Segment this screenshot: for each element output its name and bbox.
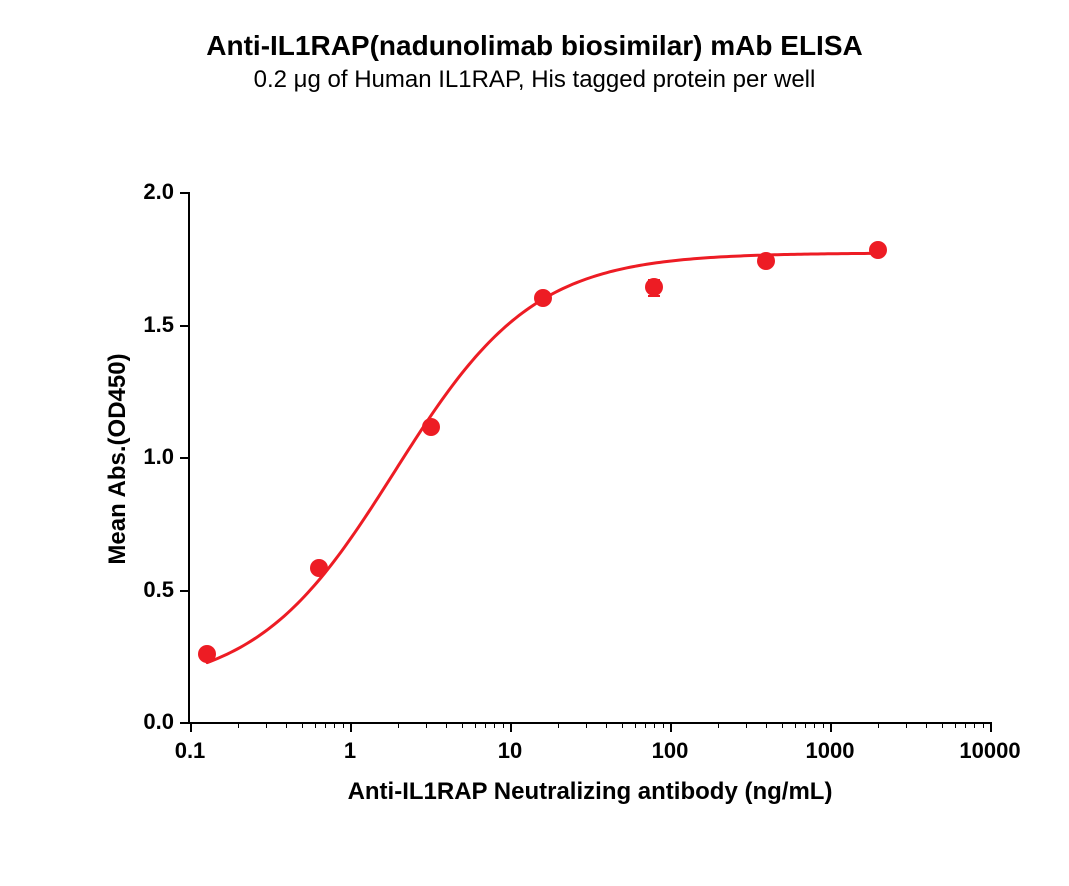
x-tick-label: 10 xyxy=(498,738,522,764)
x-minor-tick xyxy=(746,722,747,728)
x-minor-tick xyxy=(462,722,463,728)
x-axis-line xyxy=(190,722,990,724)
x-tick-label: 0.1 xyxy=(175,738,206,764)
x-minor-tick xyxy=(814,722,815,728)
data-point xyxy=(310,559,328,577)
x-minor-tick xyxy=(878,722,879,728)
x-tick xyxy=(190,722,192,732)
y-tick-label: 0.0 xyxy=(130,709,174,735)
x-minor-tick xyxy=(494,722,495,728)
data-point xyxy=(534,289,552,307)
x-minor-tick xyxy=(983,722,984,728)
x-minor-tick xyxy=(955,722,956,728)
y-tick-label: 2.0 xyxy=(130,179,174,205)
y-tick xyxy=(180,590,190,592)
title-block: Anti-IL1RAP(nadunolimab biosimilar) mAb … xyxy=(0,30,1069,94)
x-minor-tick xyxy=(558,722,559,728)
x-tick xyxy=(990,722,992,732)
x-minor-tick xyxy=(645,722,646,728)
x-minor-tick xyxy=(503,722,504,728)
data-point xyxy=(198,645,216,663)
x-minor-tick xyxy=(238,722,239,728)
x-minor-tick xyxy=(663,722,664,728)
x-minor-tick xyxy=(426,722,427,728)
data-point xyxy=(645,278,663,296)
x-tick xyxy=(350,722,352,732)
y-tick-label: 0.5 xyxy=(130,577,174,603)
data-point xyxy=(422,418,440,436)
x-tick-label: 100 xyxy=(652,738,689,764)
x-minor-tick xyxy=(654,722,655,728)
x-minor-tick xyxy=(398,722,399,728)
x-minor-tick xyxy=(334,722,335,728)
x-minor-tick xyxy=(782,722,783,728)
y-tick xyxy=(180,457,190,459)
x-minor-tick xyxy=(302,722,303,728)
x-minor-tick xyxy=(635,722,636,728)
chart-title-sub: 0.2 μg of Human IL1RAP, His tagged prote… xyxy=(0,66,1069,94)
x-minor-tick xyxy=(485,722,486,728)
x-minor-tick xyxy=(266,722,267,728)
x-tick-label: 1 xyxy=(344,738,356,764)
x-minor-tick xyxy=(606,722,607,728)
y-tick xyxy=(180,325,190,327)
y-tick xyxy=(180,722,190,724)
x-tick-label: 10000 xyxy=(959,738,1020,764)
plot-area: 0.11101001000100000.00.51.01.52.0 xyxy=(190,192,990,722)
fit-curve xyxy=(190,192,990,722)
x-minor-tick xyxy=(586,722,587,728)
x-minor-tick xyxy=(906,722,907,728)
y-axis-label: Mean Abs.(OD450) xyxy=(104,194,132,724)
y-tick-label: 1.0 xyxy=(130,444,174,470)
x-minor-tick xyxy=(766,722,767,728)
y-tick-label: 1.5 xyxy=(130,312,174,338)
x-minor-tick xyxy=(795,722,796,728)
x-tick xyxy=(830,722,832,732)
x-minor-tick xyxy=(974,722,975,728)
x-minor-tick xyxy=(475,722,476,728)
x-minor-tick xyxy=(325,722,326,728)
x-minor-tick xyxy=(343,722,344,728)
data-point xyxy=(757,252,775,270)
x-minor-tick xyxy=(965,722,966,728)
chart-container: Anti-IL1RAP(nadunolimab biosimilar) mAb … xyxy=(0,0,1069,886)
x-tick xyxy=(670,722,672,732)
x-minor-tick xyxy=(823,722,824,728)
x-minor-tick xyxy=(622,722,623,728)
data-point xyxy=(869,241,887,259)
x-tick xyxy=(510,722,512,732)
x-minor-tick xyxy=(926,722,927,728)
y-tick xyxy=(180,192,190,194)
x-minor-tick xyxy=(718,722,719,728)
x-tick-label: 1000 xyxy=(806,738,855,764)
chart-title-main: Anti-IL1RAP(nadunolimab biosimilar) mAb … xyxy=(0,30,1069,62)
x-minor-tick xyxy=(942,722,943,728)
x-axis-label: Anti-IL1RAP Neutralizing antibody (ng/mL… xyxy=(190,778,990,806)
x-minor-tick xyxy=(805,722,806,728)
x-minor-tick xyxy=(446,722,447,728)
x-minor-tick xyxy=(286,722,287,728)
x-minor-tick xyxy=(315,722,316,728)
